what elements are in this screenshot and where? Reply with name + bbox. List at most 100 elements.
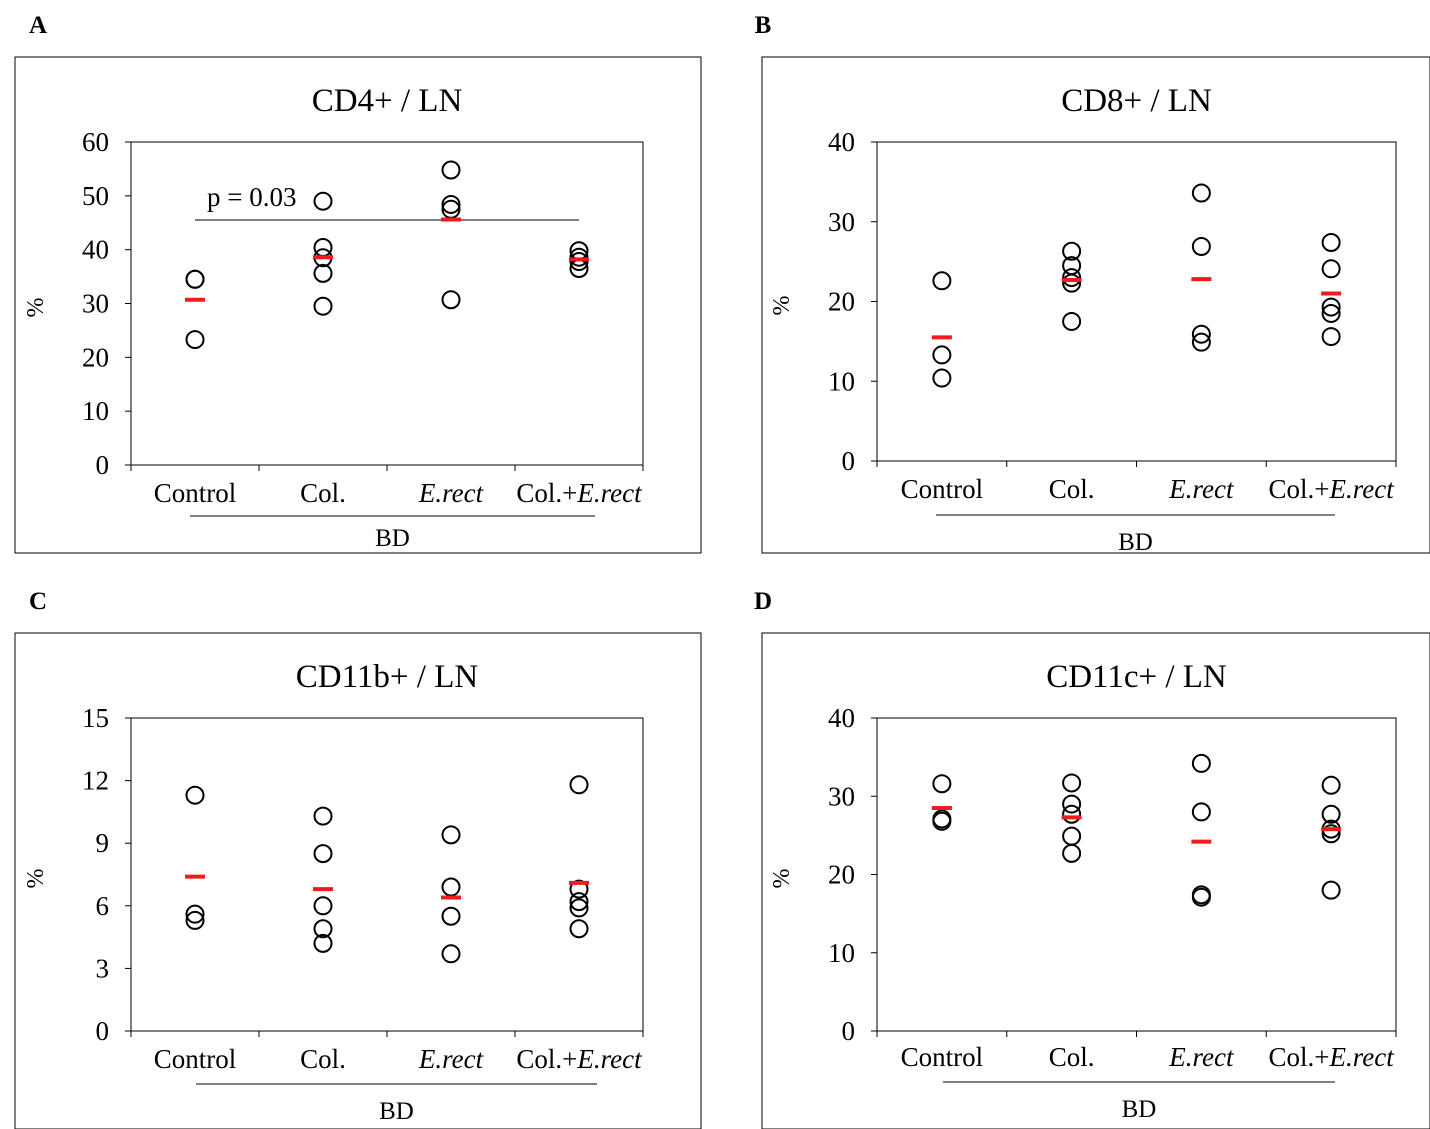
data-point bbox=[441, 160, 461, 180]
chart-panel-a: A CD4+ / LN 0 10 20 30 40 50 60% Control Col. E.rec… bbox=[14, 12, 702, 554]
data-point bbox=[313, 933, 333, 953]
data-point bbox=[1062, 773, 1082, 793]
data-point bbox=[569, 247, 589, 267]
data-point bbox=[1062, 241, 1082, 261]
x-category-label: Col.+E.rect bbox=[516, 478, 643, 508]
x-category-label: Col.+E.rect bbox=[516, 1044, 643, 1074]
category-label-part: E.rect bbox=[1168, 474, 1235, 504]
category-label-part: Col.+ bbox=[1269, 474, 1330, 504]
y-tick-label: 9 bbox=[96, 828, 110, 858]
x-category-label: Control bbox=[154, 1044, 237, 1074]
data-point bbox=[441, 825, 461, 845]
data-point bbox=[932, 271, 952, 291]
x-category-label: Col. bbox=[1049, 474, 1095, 504]
panel-frame bbox=[761, 632, 1430, 1129]
data-point bbox=[313, 844, 333, 864]
x-category-label: Col. bbox=[300, 1044, 346, 1074]
y-tick-label: 3 bbox=[96, 953, 110, 983]
plot-area bbox=[876, 141, 1397, 462]
data-point bbox=[313, 919, 333, 939]
data-point bbox=[1062, 273, 1082, 293]
y-tick-label: 6 bbox=[96, 891, 110, 921]
data-point bbox=[185, 910, 205, 930]
data-point bbox=[569, 252, 589, 272]
data-point bbox=[1062, 794, 1082, 814]
data-point bbox=[185, 785, 205, 805]
y-tick-label: 40 bbox=[828, 127, 855, 157]
y-tick-label: 20 bbox=[82, 342, 109, 372]
category-label-part: Col. bbox=[1049, 1042, 1095, 1072]
y-axis-label: % bbox=[23, 298, 49, 318]
data-point bbox=[185, 269, 205, 289]
data-point bbox=[1321, 259, 1341, 279]
y-tick-label: 10 bbox=[82, 396, 109, 426]
x-category-label: E.rect bbox=[418, 1044, 485, 1074]
data-point bbox=[313, 896, 333, 916]
data-point bbox=[441, 906, 461, 926]
chart-title: CD11b+ / LN bbox=[296, 659, 479, 695]
category-label-part: E.rect bbox=[418, 1044, 485, 1074]
y-tick-label: 20 bbox=[828, 860, 855, 890]
data-point bbox=[1062, 268, 1082, 288]
data-point bbox=[569, 879, 589, 899]
data-point bbox=[932, 774, 952, 794]
data-point bbox=[932, 368, 952, 388]
category-label-part: Control bbox=[154, 1044, 237, 1074]
y-tick-label: 20 bbox=[828, 287, 855, 317]
data-point bbox=[313, 263, 333, 283]
group-label: BD bbox=[379, 1098, 414, 1125]
category-label-part: Control bbox=[901, 1042, 984, 1072]
category-label-part: E.rect bbox=[576, 478, 643, 508]
data-point bbox=[441, 944, 461, 964]
y-tick-label: 10 bbox=[828, 366, 855, 396]
y-tick-label: 0 bbox=[842, 1016, 856, 1046]
chart-title: CD4+ / LN bbox=[312, 83, 463, 119]
y-tick-label: 0 bbox=[842, 446, 856, 476]
data-point bbox=[1191, 332, 1211, 352]
data-point bbox=[1321, 303, 1341, 323]
data-point bbox=[1321, 232, 1341, 252]
data-point bbox=[932, 345, 952, 365]
y-tick-label: 50 bbox=[82, 181, 109, 211]
y-axis-label: % bbox=[769, 296, 795, 316]
category-label-part: E.rect bbox=[418, 478, 485, 508]
category-label-part: Col. bbox=[300, 1044, 346, 1074]
plot-area bbox=[130, 717, 644, 1032]
x-category-label: Col.+E.rect bbox=[1269, 474, 1396, 504]
panel-frame bbox=[761, 56, 1430, 554]
x-category-label: E.rect bbox=[1168, 1042, 1235, 1072]
category-label-part: Col.+ bbox=[1269, 1042, 1330, 1072]
y-tick-label: 15 bbox=[82, 703, 109, 733]
x-category-label: Control bbox=[901, 474, 984, 504]
category-label-part: Control bbox=[901, 474, 984, 504]
category-label-part: E.rect bbox=[1329, 474, 1396, 504]
significance-label: p = 0.03 bbox=[207, 182, 296, 212]
plot-area bbox=[876, 717, 1397, 1032]
x-category-label: Col. bbox=[1049, 1042, 1095, 1072]
y-tick-label: 0 bbox=[96, 450, 110, 480]
data-point bbox=[185, 330, 205, 350]
group-label: BD bbox=[1118, 529, 1153, 556]
panel-frame bbox=[14, 56, 702, 554]
y-tick-label: 60 bbox=[82, 127, 109, 157]
data-point bbox=[1321, 775, 1341, 795]
data-point bbox=[1321, 327, 1341, 347]
y-tick-label: 40 bbox=[82, 235, 109, 265]
chart-title: CD11c+ / LN bbox=[1046, 659, 1227, 695]
x-category-label: E.rect bbox=[418, 478, 485, 508]
data-point bbox=[1321, 804, 1341, 824]
data-point bbox=[1321, 824, 1341, 844]
data-point bbox=[313, 191, 333, 211]
data-point bbox=[1062, 804, 1082, 824]
data-point bbox=[569, 919, 589, 939]
data-point bbox=[1062, 843, 1082, 863]
data-point bbox=[1191, 887, 1211, 907]
category-label-part: Col.+ bbox=[516, 478, 577, 508]
y-tick-label: 0 bbox=[96, 1016, 110, 1046]
category-label-part: Col. bbox=[1049, 474, 1095, 504]
data-point bbox=[441, 877, 461, 897]
panel-letter: D bbox=[754, 588, 772, 615]
data-point bbox=[313, 238, 333, 258]
category-label-part: E.rect bbox=[576, 1044, 643, 1074]
panel-letter: C bbox=[29, 588, 47, 615]
